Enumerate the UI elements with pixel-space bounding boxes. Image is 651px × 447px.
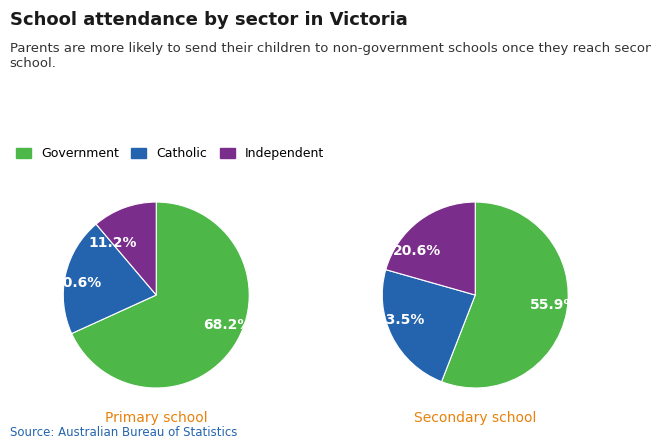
Text: Parents are more likely to send their children to non-government schools once th: Parents are more likely to send their ch… <box>10 42 651 71</box>
Title: Secondary school: Secondary school <box>414 410 536 425</box>
Text: 55.9%: 55.9% <box>530 298 579 312</box>
Wedge shape <box>96 202 156 295</box>
Wedge shape <box>441 202 568 388</box>
Text: 20.6%: 20.6% <box>53 276 102 290</box>
Wedge shape <box>386 202 475 295</box>
Text: School attendance by sector in Victoria: School attendance by sector in Victoria <box>10 11 408 29</box>
Legend: Government, Catholic, Independent: Government, Catholic, Independent <box>16 147 324 160</box>
Text: 11.2%: 11.2% <box>89 236 137 250</box>
Text: 68.2%: 68.2% <box>203 318 251 332</box>
Text: Source: Australian Bureau of Statistics: Source: Australian Bureau of Statistics <box>10 426 237 439</box>
Wedge shape <box>382 270 475 382</box>
Text: 23.5%: 23.5% <box>377 313 425 327</box>
Wedge shape <box>63 224 156 333</box>
Title: Primary school: Primary school <box>105 410 208 425</box>
Wedge shape <box>72 202 249 388</box>
Text: 20.6%: 20.6% <box>393 244 441 257</box>
